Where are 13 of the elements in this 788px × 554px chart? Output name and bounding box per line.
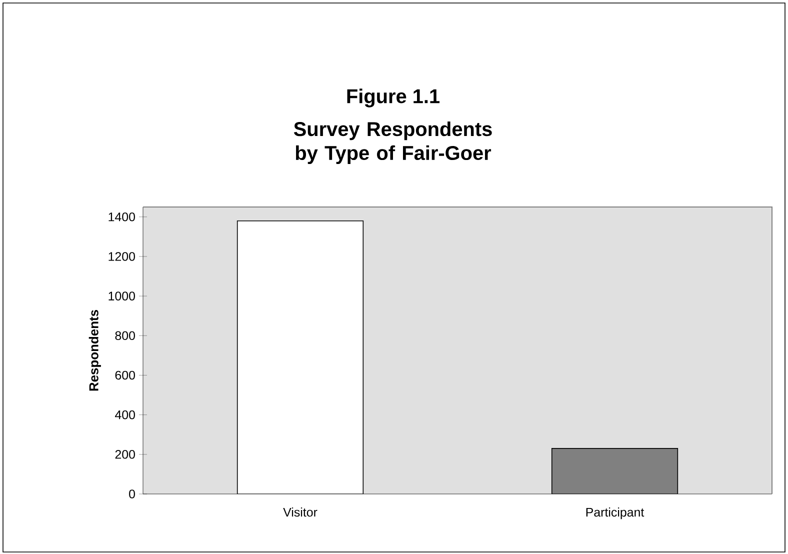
y-tick-label: 800: [115, 331, 135, 340]
chart-subtitle: Survey Respondents by Type of Fair-Goer: [294, 122, 492, 164]
y-axis-title: Respondents: [88, 310, 101, 391]
chart-title: Figure 1.1: [347, 88, 440, 108]
y-tick-label: 1400: [108, 212, 135, 222]
y-tick-label: 200: [115, 450, 135, 459]
y-tick-label: 1000: [108, 292, 135, 300]
y-tick-label: 0: [129, 490, 135, 498]
y-tick-label: 400: [114, 410, 135, 420]
x-tick-label: Participant: [586, 508, 644, 520]
x-tick-label: Visitor: [283, 508, 318, 517]
y-tick-label: 1200: [108, 252, 135, 261]
y-tick-label: 600: [115, 370, 135, 380]
